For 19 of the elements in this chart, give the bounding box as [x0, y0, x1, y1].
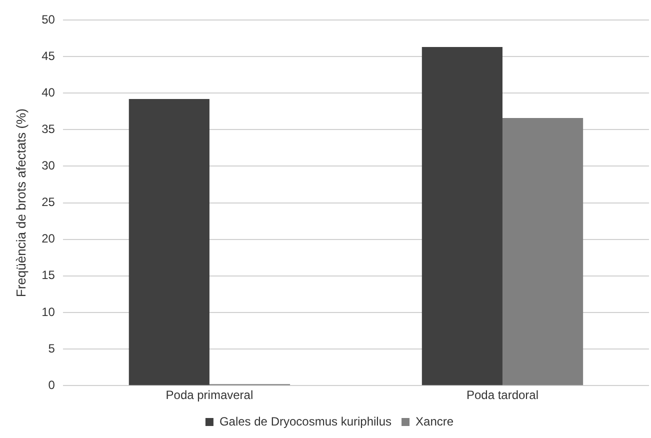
y-axis-title: Freqüència de brots afectats (%) — [13, 108, 28, 298]
bar — [128, 98, 210, 386]
y-tick-label: 40 — [42, 85, 56, 100]
y-tick-label: 0 — [48, 378, 56, 392]
legend-label: Gales de Dryocosmus kuriphilus — [219, 414, 392, 428]
y-tick-label: 20 — [42, 232, 56, 246]
y-tick-label: 10 — [42, 304, 56, 319]
y-tick-label: 45 — [42, 48, 56, 63]
bar — [502, 118, 584, 386]
x-tick-label: Poda tardoral — [466, 388, 539, 402]
y-tick-label: 50 — [42, 12, 56, 26]
y-tick-label: 30 — [42, 158, 56, 173]
bar — [422, 47, 502, 386]
y-tick-label: 35 — [42, 122, 56, 136]
y-tick-label: 15 — [42, 268, 56, 282]
legend-label: Xancre — [416, 414, 454, 428]
y-tick-label: 5 — [48, 341, 56, 356]
y-tick-label: 25 — [42, 195, 56, 210]
x-tick-label: Poda primaveral — [166, 388, 254, 402]
